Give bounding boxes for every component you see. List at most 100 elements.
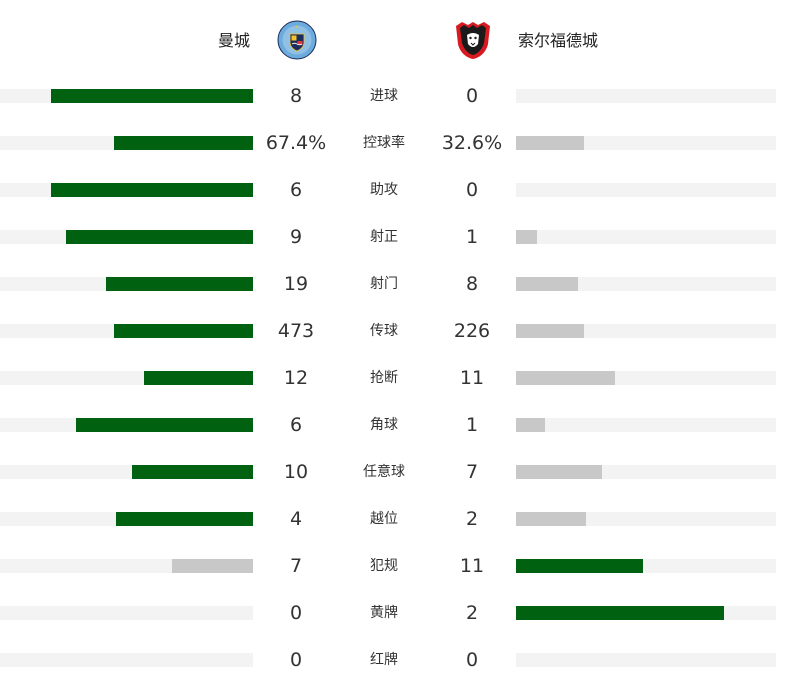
away-stat-bar-track: [516, 653, 776, 667]
away-stat-value: 11: [459, 555, 485, 577]
home-stat-bar: [50, 89, 253, 103]
away-stat-value: 11: [459, 367, 485, 389]
home-stat-value: 0: [289, 649, 303, 671]
home-stat-value: 6: [289, 414, 303, 436]
stat-row: 0 红牌 0: [0, 637, 802, 684]
home-stat-bar-track: [0, 277, 253, 291]
home-stat-value: 7: [289, 555, 303, 577]
home-stat-bar: [116, 512, 253, 526]
home-stat-bar-track: [0, 606, 253, 620]
home-stat-bar-track: [0, 136, 253, 150]
home-stat-bar: [131, 465, 253, 479]
stat-row: 19 射门 8: [0, 261, 802, 308]
stat-label: 黄牌: [370, 605, 398, 621]
stat-label: 犯规: [370, 558, 398, 574]
stat-row: 0 黄牌 2: [0, 590, 802, 637]
away-stat-bar-track: [516, 559, 776, 573]
home-stat-value: 8: [289, 85, 303, 107]
home-stat-value: 6: [289, 179, 303, 201]
away-team-name[interactable]: 索尔福德城: [518, 31, 599, 50]
away-stat-value: 1: [465, 226, 479, 248]
stat-label: 角球: [370, 417, 398, 433]
stat-label: 任意球: [363, 464, 405, 480]
home-stat-value: 473: [277, 320, 315, 342]
home-stat-bar: [65, 230, 253, 244]
away-stat-bar-track: [516, 371, 776, 385]
away-stat-bar-track: [516, 324, 776, 338]
away-stat-bar-track: [516, 89, 776, 103]
away-stat-bar-track: [516, 136, 776, 150]
home-stat-bar-track: [0, 559, 253, 573]
home-stat-bar-track: [0, 653, 253, 667]
away-stat-value: 226: [453, 320, 491, 342]
stat-label: 红牌: [370, 652, 398, 668]
home-stat-value: 12: [283, 367, 309, 389]
home-stat-bar: [172, 559, 253, 573]
stat-label: 越位: [370, 511, 398, 527]
home-stat-value: 9: [289, 226, 303, 248]
home-stat-bar: [113, 136, 253, 150]
home-stat-bar-track: [0, 371, 253, 385]
away-stat-bar: [516, 230, 537, 244]
away-stat-bar-track: [516, 230, 776, 244]
away-stat-bar: [516, 371, 615, 385]
away-stat-bar: [516, 136, 584, 150]
stat-label: 进球: [370, 88, 398, 104]
home-stat-value: 19: [283, 273, 309, 295]
match-header: 曼城 索尔福德城: [0, 0, 802, 84]
home-team-name[interactable]: 曼城: [217, 31, 250, 50]
home-stat-value: 10: [283, 461, 309, 483]
away-stat-bar-track: [516, 606, 776, 620]
stat-row: 10 任意球 7: [0, 449, 802, 496]
away-stat-bar: [516, 559, 644, 573]
home-stat-bar-track: [0, 183, 253, 197]
home-stat-bar: [113, 324, 253, 338]
away-stat-bar-track: [516, 277, 776, 291]
away-stat-bar-track: [516, 418, 776, 432]
home-stat-bar: [144, 371, 253, 385]
stat-row: 7 犯规 11: [0, 543, 802, 590]
away-stat-bar: [516, 418, 545, 432]
away-stat-value: 0: [465, 649, 479, 671]
home-stat-bar-track: [0, 89, 253, 103]
away-stat-bar: [516, 277, 579, 291]
home-stat-bar-track: [0, 324, 253, 338]
stat-row: 8 进球 0: [0, 73, 802, 120]
away-stat-bar: [516, 512, 587, 526]
salford-city-lion-crest-icon[interactable]: [453, 20, 493, 60]
home-stat-bar: [106, 277, 253, 291]
away-stat-value: 7: [465, 461, 479, 483]
away-stat-value: 2: [465, 602, 479, 624]
stat-row: 6 角球 1: [0, 402, 802, 449]
home-stat-bar-track: [0, 418, 253, 432]
stat-row: 4 越位 2: [0, 496, 802, 543]
home-stat-value: 67.4%: [265, 132, 327, 154]
home-stat-bar-track: [0, 465, 253, 479]
manchester-city-crest-icon[interactable]: [277, 20, 317, 60]
away-stat-bar: [516, 606, 724, 620]
match-stats-list: 8 进球 0 67.4% 控球率 32.6% 6 助攻 0 9 射正 1: [0, 73, 802, 684]
stat-row: 67.4% 控球率 32.6%: [0, 120, 802, 167]
stat-row: 12 抢断 11: [0, 355, 802, 402]
stat-row: 9 射正 1: [0, 214, 802, 261]
away-stat-bar-track: [516, 465, 776, 479]
stat-label: 助攻: [370, 182, 398, 198]
home-stat-bar: [75, 418, 253, 432]
stat-row: 473 传球 226: [0, 308, 802, 355]
away-stat-bar-track: [516, 512, 776, 526]
home-stat-value: 4: [289, 508, 303, 530]
away-stat-value: 8: [465, 273, 479, 295]
away-stat-bar-track: [516, 183, 776, 197]
away-stat-bar: [516, 324, 584, 338]
home-stat-bar-track: [0, 230, 253, 244]
stat-label: 控球率: [363, 135, 405, 151]
away-stat-value: 32.6%: [441, 132, 503, 154]
home-stat-bar: [50, 183, 253, 197]
away-stat-value: 2: [465, 508, 479, 530]
away-stat-value: 0: [465, 179, 479, 201]
home-stat-value: 0: [289, 602, 303, 624]
stat-label: 射正: [370, 229, 398, 245]
away-stat-value: 0: [465, 85, 479, 107]
away-stat-bar: [516, 465, 602, 479]
stat-row: 6 助攻 0: [0, 167, 802, 214]
